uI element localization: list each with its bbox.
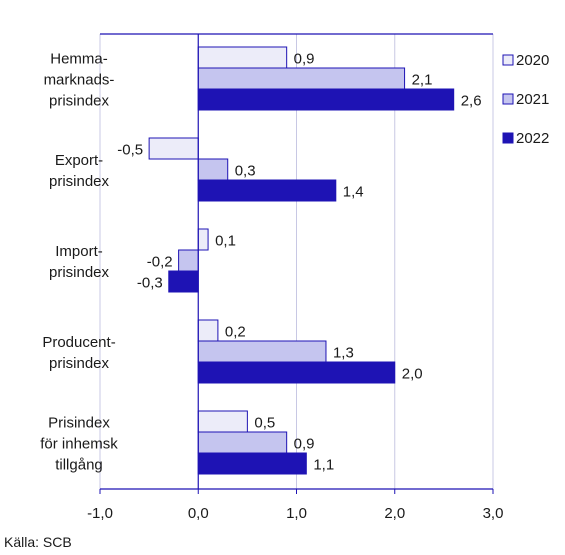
data-label: 0,5 — [254, 415, 275, 432]
data-label: -0,2 — [147, 254, 173, 271]
bar — [197, 452, 307, 475]
bar — [197, 340, 327, 363]
data-label: -0,5 — [117, 142, 143, 159]
data-label: 2,1 — [412, 72, 433, 89]
bar — [148, 137, 199, 160]
category-label: Import-prisindex — [49, 243, 110, 281]
bar — [197, 410, 248, 433]
category-label-line: för inhemsk — [40, 436, 118, 453]
data-label: 1,1 — [313, 457, 334, 474]
bar — [197, 158, 229, 181]
bar — [197, 179, 337, 202]
category-label-line: Import- — [55, 243, 103, 260]
category-label: Hemma-marknads-prisindex — [44, 51, 115, 110]
legend-label: 2021 — [516, 91, 549, 108]
category-label-line: tillgång — [55, 457, 103, 474]
data-label: 0,3 — [235, 163, 256, 180]
category-label-line: prisindex — [49, 93, 110, 110]
data-label: -0,3 — [137, 275, 163, 292]
legend-label: 2020 — [516, 52, 549, 69]
data-label: 0,9 — [294, 51, 315, 68]
category-label-line: Export- — [55, 152, 103, 169]
bar — [197, 46, 288, 69]
bar — [168, 270, 199, 293]
category-label: Prisindex för inhemsk tillgång — [40, 415, 118, 474]
category-label-line: prisindex — [49, 264, 110, 281]
category-label: Producent-prisindex — [42, 334, 115, 372]
bar — [197, 319, 219, 342]
bar — [197, 67, 406, 90]
bar — [197, 88, 455, 111]
data-label: 1,3 — [333, 345, 354, 362]
legend-swatch — [502, 132, 514, 144]
bar — [178, 249, 199, 272]
bar — [197, 228, 209, 251]
x-tick-label: 0,0 — [188, 505, 209, 522]
data-label: 2,0 — [402, 366, 423, 383]
category-label-line: Producent- — [42, 334, 115, 351]
category-label-line: marknads- — [44, 72, 115, 89]
category-label-line: Hemma- — [50, 51, 108, 68]
x-tick-label: 3,0 — [483, 505, 504, 522]
legend-label: 2022 — [516, 130, 549, 147]
x-tick-label: 2,0 — [384, 505, 405, 522]
bar — [197, 361, 396, 384]
x-tick-label: -1,0 — [87, 505, 113, 522]
data-label: 2,6 — [461, 93, 482, 110]
x-tick-label: 1,0 — [286, 505, 307, 522]
data-label: 0,2 — [225, 324, 246, 341]
legend-swatch — [502, 93, 514, 105]
source-note: Källa: SCB — [4, 534, 72, 550]
category-label-line: prisindex — [49, 173, 110, 190]
data-label: 0,1 — [215, 233, 236, 250]
category-label-line: prisindex — [49, 355, 110, 372]
category-label-line: Prisindex — [48, 415, 110, 432]
data-label: 1,4 — [343, 184, 364, 201]
category-label: Export-prisindex — [49, 152, 110, 190]
bar — [197, 431, 288, 454]
legend-swatch — [502, 54, 514, 66]
data-label: 0,9 — [294, 436, 315, 453]
